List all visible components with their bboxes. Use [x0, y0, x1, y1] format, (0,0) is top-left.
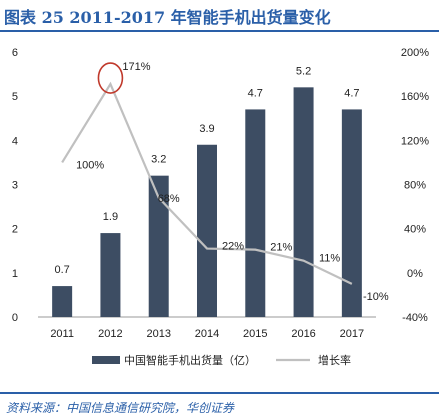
bar-labels: 0.7 1.9 3.2 3.9 4.7 5.2 4.7 [54, 65, 359, 276]
growth-value-label: 22% [222, 241, 244, 253]
bar-value-label: 3.2 [151, 154, 166, 166]
y-right-tick-label: 160% [401, 91, 429, 103]
source-bar: 资料来源：中国信息通信研究院，华创证券 [0, 392, 439, 418]
bar [293, 87, 314, 317]
growth-value-label: -10% [363, 291, 389, 303]
x-tick-label: 2017 [340, 328, 364, 340]
x-axis-ticks: 2011 2012 2013 2014 2015 2016 2017 [50, 328, 364, 340]
right-axis-ticks: -40% 0% 40% 80% 120% 160% 200% [401, 47, 429, 324]
x-tick-label: 2014 [195, 328, 219, 340]
bar-value-label: 4.7 [344, 87, 359, 99]
bar [341, 109, 362, 318]
legend-bar-label: 中国智能手机出货量（亿） [124, 353, 256, 367]
growth-value-label: 21% [270, 242, 292, 254]
x-tick-label: 2013 [146, 328, 170, 340]
bar [100, 233, 121, 317]
y-right-tick-label: 0% [407, 268, 423, 280]
y-left-tick-label: 6 [12, 47, 18, 59]
y-right-tick-label: 200% [401, 47, 429, 59]
title-bar: 图表 25 2011-2017 年智能手机出货量变化 [0, 0, 439, 32]
growth-line [61, 81, 353, 285]
y-left-tick-label: 2 [12, 224, 18, 236]
y-left-tick-label: 1 [12, 268, 18, 280]
x-tick-label: 2016 [291, 328, 315, 340]
bar-value-label: 3.9 [199, 123, 214, 135]
growth-value-label: 100% [76, 159, 104, 171]
legend: 中国智能手机出货量（亿） 增长率 [92, 353, 351, 367]
legend-line-label: 增长率 [318, 353, 351, 367]
y-left-tick-label: 4 [12, 135, 18, 147]
growth-value-label: 171% [122, 61, 150, 73]
bars [52, 87, 362, 318]
bar-value-label: 4.7 [248, 87, 263, 99]
y-left-tick-label: 3 [12, 180, 18, 192]
bar [148, 175, 169, 317]
growth-labels: 100% 171% 68% 22% 21% 11% -10% [76, 61, 389, 303]
chart-title: 图表 25 2011-2017 年智能手机出货量变化 [4, 8, 331, 27]
y-right-tick-label: 120% [401, 135, 429, 147]
y-right-tick-label: 80% [404, 180, 426, 192]
y-left-tick-label: 5 [12, 91, 18, 103]
x-tick-label: 2011 [50, 328, 74, 340]
x-tick-label: 2012 [98, 328, 122, 340]
y-left-tick-label: 0 [12, 312, 18, 324]
bar-value-label: 1.9 [103, 211, 118, 223]
bar-value-label: 0.7 [54, 264, 69, 276]
y-right-tick-label: 40% [404, 224, 426, 236]
highlight-circle [97, 62, 124, 94]
left-axis-ticks: 0 1 2 3 4 5 6 [12, 47, 18, 324]
bar [197, 144, 217, 317]
bar-value-label: 5.2 [296, 65, 311, 77]
y-right-tick-label: -40% [402, 312, 428, 324]
growth-value-label: 68% [158, 193, 180, 205]
x-tick-label: 2015 [243, 328, 267, 340]
growth-value-label: 11% [319, 253, 340, 265]
bar [245, 109, 266, 318]
bar [52, 286, 73, 317]
legend-bar-swatch [92, 356, 120, 364]
source-note: 资料来源：中国信息通信研究院，华创证券 [6, 401, 235, 415]
